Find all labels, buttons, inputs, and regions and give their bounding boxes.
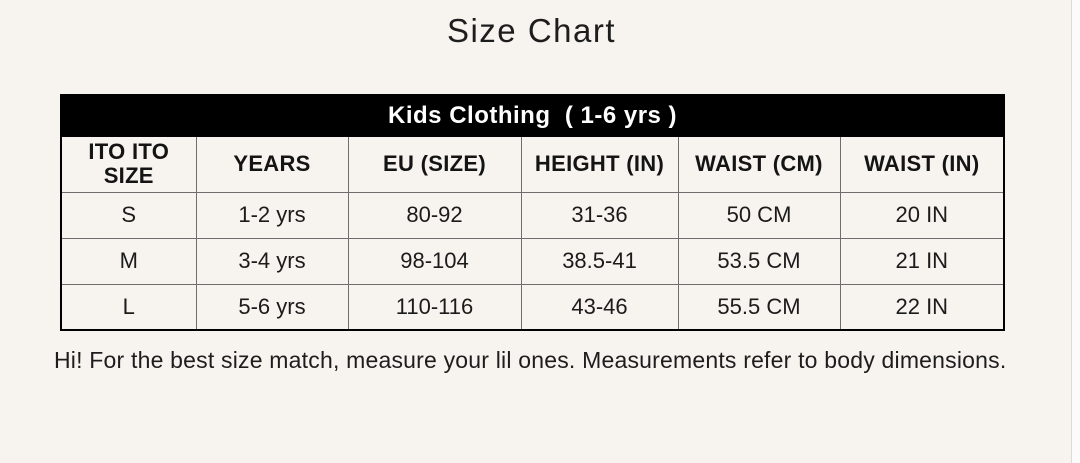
table-cell: 55.5 CM xyxy=(677,283,841,331)
table-cell: 98-104 xyxy=(347,237,522,285)
table-cell: S xyxy=(60,191,197,239)
page-edge-strip xyxy=(1071,0,1080,463)
table-cell: 38.5-41 xyxy=(520,237,679,285)
table-cell: 80-92 xyxy=(347,191,522,239)
table-cell: 53.5 CM xyxy=(677,237,841,285)
table-cell: 3-4 yrs xyxy=(195,237,349,285)
column-header: EU (SIZE) xyxy=(347,135,522,193)
table-row: L 5-6 yrs 110-116 43-46 55.5 CM 22 IN xyxy=(60,283,1005,331)
table-cell: 5-6 yrs xyxy=(195,283,349,331)
size-chart-table: Kids Clothing ( 1-6 yrs ) ITO ITO SIZE YE… xyxy=(60,94,1006,331)
table-cell: 50 CM xyxy=(677,191,841,239)
table-row: S 1-2 yrs 80-92 31-36 50 CM 20 IN xyxy=(60,191,1005,239)
column-header: YEARS xyxy=(195,135,349,193)
column-header: HEIGHT (IN) xyxy=(520,135,679,193)
table-cell: M xyxy=(60,237,197,285)
table-cell: 31-36 xyxy=(520,191,679,239)
column-header: WAIST (IN) xyxy=(839,135,1005,193)
table-row: M 3-4 yrs 98-104 38.5-41 53.5 CM 21 IN xyxy=(60,237,1005,285)
table-cell: 22 IN xyxy=(839,283,1005,331)
column-header: WAIST (CM) xyxy=(677,135,841,193)
size-table: Kids Clothing ( 1-6 yrs ) ITO ITO SIZE YE… xyxy=(60,94,1006,331)
page-title: Size Chart xyxy=(446,12,617,49)
table-cell: 110-116 xyxy=(347,283,522,331)
table-cell: 43-46 xyxy=(520,283,679,331)
table-banner: Kids Clothing ( 1-6 yrs ) xyxy=(60,94,1005,137)
table-body: S 1-2 yrs 80-92 31-36 50 CM 20 IN M 3-4 yrs 98-1… xyxy=(60,191,1005,331)
table-header-row: ITO ITO SIZE YEARS EU (SIZE) HEIGHT (IN) WAI… xyxy=(60,135,1005,193)
table-cell: 1-2 yrs xyxy=(195,191,349,239)
table-cell: 20 IN xyxy=(839,191,1005,239)
column-header: ITO ITO SIZE xyxy=(60,135,197,193)
table-cell: L xyxy=(60,283,197,331)
table-banner-row: Kids Clothing ( 1-6 yrs ) xyxy=(60,94,1005,137)
table-cell: 21 IN xyxy=(839,237,1005,285)
footer-note: Hi! For the best size match, measure you… xyxy=(54,347,1007,373)
